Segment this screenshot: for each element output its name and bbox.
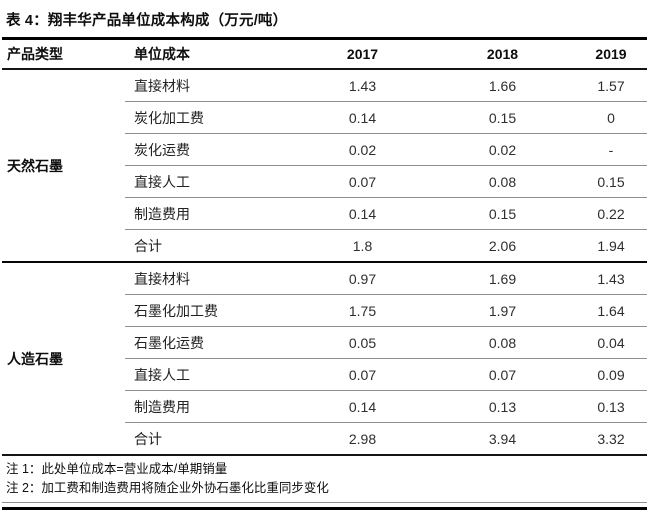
cost-item-label: 炭化运费	[125, 133, 295, 166]
table-row-total: 合计 1.8 2.06 1.94	[2, 229, 647, 262]
column-header-2018: 2018	[430, 38, 575, 70]
cost-value-2019: 1.43	[575, 261, 647, 295]
footnotes: 注 1：此处单位成本=营业成本/单期销量 注 2：加工费和制造费用将随企业外协石…	[2, 456, 647, 500]
cost-value-2018: 0.15	[430, 101, 575, 134]
cost-value-2019: 0.13	[575, 390, 647, 423]
cost-value-2018: 2.06	[430, 229, 575, 262]
cost-item-label: 制造费用	[125, 390, 295, 423]
cost-value-2017: 1.43	[348, 77, 377, 94]
cost-value-2019: 1.94	[575, 229, 647, 262]
column-header-2019: 2019	[575, 38, 647, 70]
cost-value-2018: 1.69	[430, 261, 575, 295]
cost-value-2019: 0.04	[575, 326, 647, 359]
cost-value-2017: 0.14	[295, 101, 430, 134]
cost-value-2017: 1.8	[295, 229, 430, 262]
cost-item-label: 直接材料	[134, 77, 190, 94]
cost-item-label: 合计	[125, 422, 295, 455]
cost-value-2019: 0.09	[575, 358, 647, 391]
cost-value-2017: 1.75	[295, 294, 430, 327]
cost-item-label: 制造费用	[125, 197, 295, 230]
cost-item-label: 合计	[125, 229, 295, 262]
cost-value-2018: 0.13	[430, 390, 575, 423]
group-label-artificial-graphite: 人造石墨	[2, 261, 125, 455]
cost-value-2017: 0.07	[295, 165, 430, 198]
cost-value-2018: 1.66	[488, 77, 517, 94]
table-row: 制造费用 0.14 0.15 0.22	[2, 197, 647, 230]
cost-item-label: 石墨化运费	[125, 326, 295, 359]
table-row: 石墨化加工费 1.75 1.97 1.64	[2, 294, 647, 327]
cost-value-2018: 3.94	[430, 422, 575, 455]
bottom-double-rule	[2, 502, 647, 510]
cost-value-2017: 0.02	[295, 133, 430, 166]
cost-value-2018: 0.02	[430, 133, 575, 166]
cost-value-2018: 0.07	[430, 358, 575, 391]
table-row: 石墨化运费 0.05 0.08 0.04	[2, 326, 647, 359]
cost-value-2017: 0.97	[295, 261, 430, 295]
table-row: 直接人工 0.07 0.08 0.15	[2, 165, 647, 198]
cost-value-2019: 1.57	[597, 77, 625, 94]
cost-value-2017: 0.14	[295, 197, 430, 230]
cost-value-2019: 0.22	[575, 197, 647, 230]
cost-value-2019: 0	[575, 101, 647, 134]
column-header-2017: 2017	[295, 38, 430, 70]
cost-item-label: 炭化加工费	[125, 101, 295, 134]
table-row: 炭化加工费 0.14 0.15 0	[2, 101, 647, 134]
cost-value-2017: 0.14	[295, 390, 430, 423]
table-row: 人造石墨 直接材料 0.97 1.69 1.43	[2, 261, 647, 455]
table-row-total: 合计 2.98 3.94 3.32	[2, 422, 647, 455]
table-row: 制造费用 0.14 0.13 0.13	[2, 390, 647, 423]
table-header-row: 产品类型 单位成本 2017 2018 2019	[2, 38, 647, 70]
unit-cost-table: 产品类型 单位成本 2017 2018 2019 天然石墨 直接材料 1.43 …	[2, 37, 647, 456]
cost-value-2018: 0.15	[430, 197, 575, 230]
table-row: 天然石墨 直接材料 1.43 1.66 1.57	[2, 69, 647, 174]
column-header-unit-cost: 单位成本	[125, 38, 295, 70]
cost-value-2018: 1.97	[430, 294, 575, 327]
cost-value-2019: 0.15	[575, 165, 647, 198]
cost-value-2017: 0.05	[295, 326, 430, 359]
cost-item-label: 直接人工	[125, 358, 295, 391]
note-1: 注 1：此处单位成本=营业成本/单期销量	[6, 462, 228, 476]
page-title: 表 4：翔丰华产品单位成本构成（万元/吨）	[6, 13, 288, 29]
cost-value-2017: 2.98	[295, 422, 430, 455]
group-label-natural-graphite: 天然石墨	[7, 157, 63, 174]
cost-value-2019: -	[575, 133, 647, 166]
cost-item-label: 直接材料	[125, 261, 295, 295]
cost-item-label: 石墨化加工费	[125, 294, 295, 327]
cost-value-2017: 0.07	[295, 358, 430, 391]
cost-item-label: 直接人工	[125, 165, 295, 198]
table-row: 炭化运费 0.02 0.02 -	[2, 133, 647, 166]
cost-value-2019: 1.64	[575, 294, 647, 327]
cost-value-2018: 0.08	[430, 165, 575, 198]
cost-value-2018: 0.08	[430, 326, 575, 359]
cost-value-2019: 3.32	[575, 422, 647, 455]
table-row: 直接人工 0.07 0.07 0.09	[2, 358, 647, 391]
column-header-product-type: 产品类型	[2, 38, 125, 70]
note-2: 注 2：加工费和制造费用将随企业外协石墨化比重同步变化	[6, 480, 329, 495]
